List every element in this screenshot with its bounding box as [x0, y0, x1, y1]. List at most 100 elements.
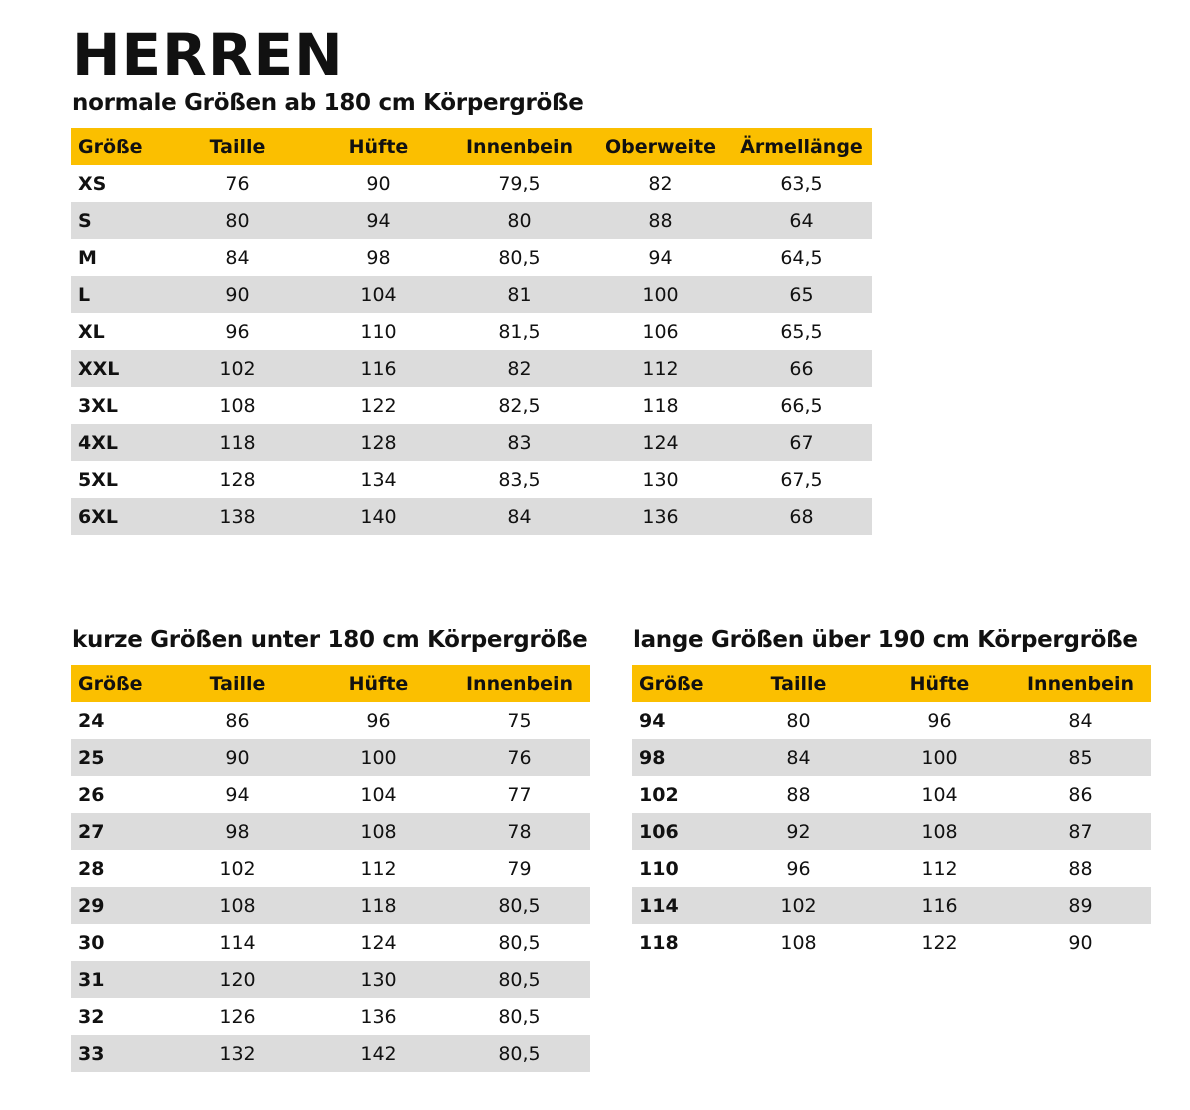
table-cell: 75 [507, 709, 532, 732]
table-cell: 82,5 [498, 394, 541, 417]
column-header: Taille [167, 665, 308, 702]
normal-heading: normale Größen ab 180 cm Körpergröße [72, 90, 584, 116]
table-row: 6XL 138 140 84 136 68 [71, 498, 872, 535]
table-row: 106 92 108 87 [632, 813, 1151, 850]
table-row: 28 102 112 79 [71, 850, 590, 887]
table-cell: 126 [219, 1005, 256, 1028]
table-cell: 31 [71, 961, 167, 998]
table-cell: 65 [731, 276, 872, 313]
table-cell: S [71, 202, 167, 239]
table-cell: 124 [360, 931, 397, 954]
table-row: 94 80 96 84 [632, 702, 1151, 739]
table-cell: 98 [167, 813, 308, 850]
table-cell: 96 [786, 857, 811, 880]
table-cell: 134 [360, 468, 397, 491]
table-cell: 94 [648, 246, 673, 269]
table-cell: 96 [225, 320, 250, 343]
header-row: Größe Taille Hüfte Innenbein [71, 665, 590, 702]
table-cell: 122 [360, 394, 397, 417]
short-sizes-table: Größe Taille Hüfte Innenbein 24 86 96 75 25 90 100… [71, 665, 590, 1072]
table-cell: 88 [1068, 857, 1093, 880]
short-heading: kurze Größen unter 180 cm Körpergröße [72, 627, 588, 653]
table-cell: 120 [167, 961, 308, 998]
table-cell: 90 [1068, 931, 1093, 954]
table-cell: 28 [78, 857, 105, 880]
table-cell: 76 [225, 172, 250, 195]
table-cell: 66 [731, 350, 872, 387]
column-header: Oberweite [590, 128, 731, 165]
table-cell: 100 [590, 276, 731, 313]
table-cell: 102 [167, 350, 308, 387]
table-cell: 102 [728, 887, 869, 924]
table-cell: 84 [225, 246, 250, 269]
table-cell: 6XL [71, 498, 167, 535]
table-cell: 80,5 [498, 1005, 541, 1028]
table-cell: 136 [360, 1005, 397, 1028]
table-cell: 64,5 [780, 246, 823, 269]
column-header: Innenbein [1010, 665, 1151, 702]
table-row: 102 88 104 86 [632, 776, 1151, 813]
table-cell: 26 [78, 783, 105, 806]
table-cell: 68 [731, 498, 872, 535]
table-cell: 81 [449, 276, 590, 313]
table-cell: 130 [642, 468, 679, 491]
table-cell: 33 [71, 1035, 167, 1072]
table-row: 33 132 142 80,5 [71, 1035, 590, 1072]
table-row: S 80 94 80 88 64 [71, 202, 872, 239]
table-cell: 104 [360, 783, 397, 806]
table-cell: 118 [639, 931, 679, 954]
table-row: 31 120 130 80,5 [71, 961, 590, 998]
table-cell: 118 [642, 394, 679, 417]
table-cell: 80,5 [498, 931, 541, 954]
table-cell: 79 [507, 857, 532, 880]
table-cell: 78 [449, 813, 590, 850]
header-row: Größe Taille Hüfte Innenbein Oberweite Ärmell… [71, 128, 872, 165]
table-cell: L [71, 276, 167, 313]
table-cell: 81,5 [498, 320, 541, 343]
long-sizes-table: Größe Taille Hüfte Innenbein 94 80 96 84 98 84 100… [632, 665, 1151, 961]
table-cell: 3XL [78, 394, 118, 417]
table-cell: 83 [449, 424, 590, 461]
table-cell: 102 [219, 857, 256, 880]
table-cell: 80 [786, 709, 811, 732]
table-cell: 104 [308, 276, 449, 313]
table-row: 29 108 118 80,5 [71, 887, 590, 924]
table-row: 3XL 108 122 82,5 118 66,5 [71, 387, 872, 424]
table-cell: 112 [921, 857, 958, 880]
table-row: XS 76 90 79,5 82 63,5 [71, 165, 872, 202]
table-cell: 114 [219, 931, 256, 954]
table-cell: XXL [71, 350, 167, 387]
table-cell: 114 [632, 887, 728, 924]
table-cell: 80,5 [449, 961, 590, 998]
table-cell: 108 [308, 813, 449, 850]
table-cell: 130 [308, 961, 449, 998]
table-row: 98 84 100 85 [632, 739, 1151, 776]
column-header: Größe [71, 665, 167, 702]
table-cell: M [78, 246, 97, 269]
table-cell: 108 [167, 887, 308, 924]
table-cell: 24 [78, 709, 105, 732]
table-row: 32 126 136 80,5 [71, 998, 590, 1035]
column-header: Hüfte [308, 665, 449, 702]
table-cell: 84 [728, 739, 869, 776]
table-cell: 94 [225, 783, 250, 806]
table-cell: 106 [642, 320, 679, 343]
table-cell: 128 [219, 468, 256, 491]
table-cell: 80 [167, 202, 308, 239]
table-cell: 108 [869, 813, 1010, 850]
table-cell: 138 [167, 498, 308, 535]
column-header: Taille [728, 665, 869, 702]
table-cell: 112 [590, 350, 731, 387]
table-cell: 94 [639, 709, 666, 732]
table-cell: 112 [360, 857, 397, 880]
table-row: 25 90 100 76 [71, 739, 590, 776]
table-cell: 124 [590, 424, 731, 461]
table-cell: 110 [360, 320, 397, 343]
column-header: Größe [71, 128, 167, 165]
table-cell: XL [78, 320, 105, 343]
table-cell: 27 [71, 813, 167, 850]
table-cell: 86 [1068, 783, 1093, 806]
table-cell: 79,5 [498, 172, 541, 195]
table-row: 24 86 96 75 [71, 702, 590, 739]
table-cell: 94 [308, 202, 449, 239]
